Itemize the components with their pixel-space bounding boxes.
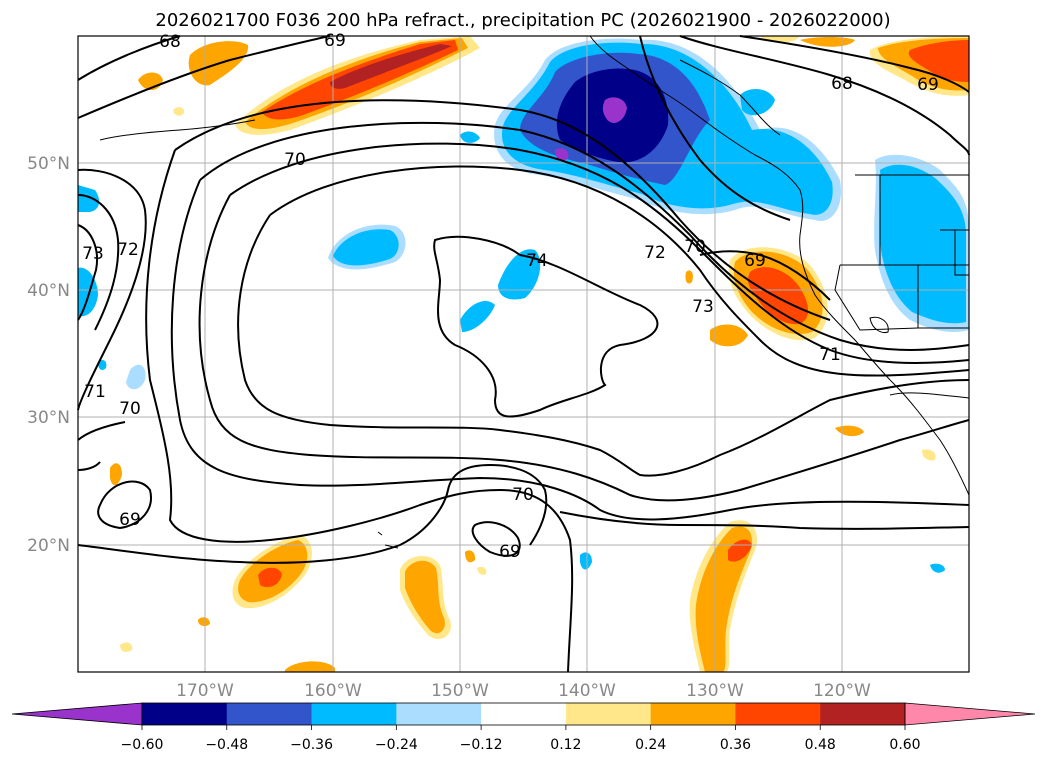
colorbar-extend-high xyxy=(904,702,1036,726)
colorbar-extend-low xyxy=(11,702,143,726)
colorbar-segment xyxy=(142,703,228,725)
colorbar-segment xyxy=(735,703,821,725)
lon-label-120w: 120°W xyxy=(813,681,871,701)
colorbar-tick-label: −0.12 xyxy=(460,737,503,753)
lat-label-40n: 40°N xyxy=(27,281,70,301)
contour-label: 68 xyxy=(831,74,853,94)
coastlines xyxy=(99,35,970,549)
contour-label: 71 xyxy=(819,345,841,365)
colorbar-tick-label: 0.12 xyxy=(550,737,581,753)
map-frame xyxy=(77,35,970,673)
lon-label-150w: 150°W xyxy=(431,681,489,701)
contour-label: 73 xyxy=(692,297,714,317)
map-panel: 68 69 70 72 73 74 70 69 70 71 72 73 71 7… xyxy=(77,31,970,673)
lat-label-50n: 50°N xyxy=(27,154,70,174)
colorbar-tick-label: 0.24 xyxy=(635,737,666,753)
lat-label-30n: 30°N xyxy=(27,408,70,428)
contour-label: 69 xyxy=(499,542,521,562)
precip-shading xyxy=(78,36,969,672)
contour-label: 68 xyxy=(159,32,181,52)
lon-label-160w: 160°W xyxy=(304,681,362,701)
contour-label: 70 xyxy=(119,399,141,419)
figure-title: 2026021700 F036 200 hPa refract., precip… xyxy=(155,10,890,31)
colorbar-segment xyxy=(396,703,482,725)
colorbar-tick-label: −0.60 xyxy=(121,737,164,753)
lon-label-140w: 140°W xyxy=(558,681,616,701)
contour-label: 69 xyxy=(119,510,141,530)
refractivity-contours xyxy=(77,35,970,673)
longitude-labels: 170°W 160°W 150°W 140°W 130°W 120°W xyxy=(176,681,871,701)
contour-labels: 68 69 70 72 73 74 70 69 70 71 72 73 71 7… xyxy=(82,31,939,562)
lon-label-170w: 170°W xyxy=(176,681,234,701)
contour-label: 70 xyxy=(684,237,706,257)
contour-label: 73 xyxy=(82,244,104,264)
colorbar-frame xyxy=(141,702,906,726)
colorbar-segment xyxy=(565,703,652,725)
contour-label: 72 xyxy=(117,240,139,260)
colorbar-tick-label: 0.60 xyxy=(889,737,920,753)
latitude-labels: 50°N 40°N 30°N 20°N xyxy=(27,154,70,556)
colorbar-segment xyxy=(650,703,736,725)
colorbar-tick-label: 0.36 xyxy=(720,737,751,753)
colorbar-segment xyxy=(226,703,313,725)
contour-label: 69 xyxy=(917,75,939,95)
colorbar-segment xyxy=(820,703,906,725)
contour-label: 71 xyxy=(84,382,106,402)
colorbar-tick-label: 0.48 xyxy=(805,737,836,753)
contour-label: 70 xyxy=(512,485,534,505)
contour-label: 72 xyxy=(644,243,666,263)
lat-label-20n: 20°N xyxy=(27,536,70,556)
colorbar-tick-label: −0.48 xyxy=(205,737,248,753)
contour-label: 70 xyxy=(284,150,306,170)
lon-label-130w: 130°W xyxy=(686,681,744,701)
colorbar-segment xyxy=(481,703,567,725)
contour-label: 69 xyxy=(324,31,346,51)
colorbar-tick-label: −0.24 xyxy=(375,737,418,753)
colorbar-segment xyxy=(311,703,397,725)
colorbar: −0.60 −0.48 −0.36 −0.24 −0.12 0.12 0.24 0.36 0.4… xyxy=(11,702,1036,753)
contour-label: 69 xyxy=(744,251,766,271)
colorbar-tick-label: −0.36 xyxy=(290,737,333,753)
contour-label: 74 xyxy=(526,251,548,271)
